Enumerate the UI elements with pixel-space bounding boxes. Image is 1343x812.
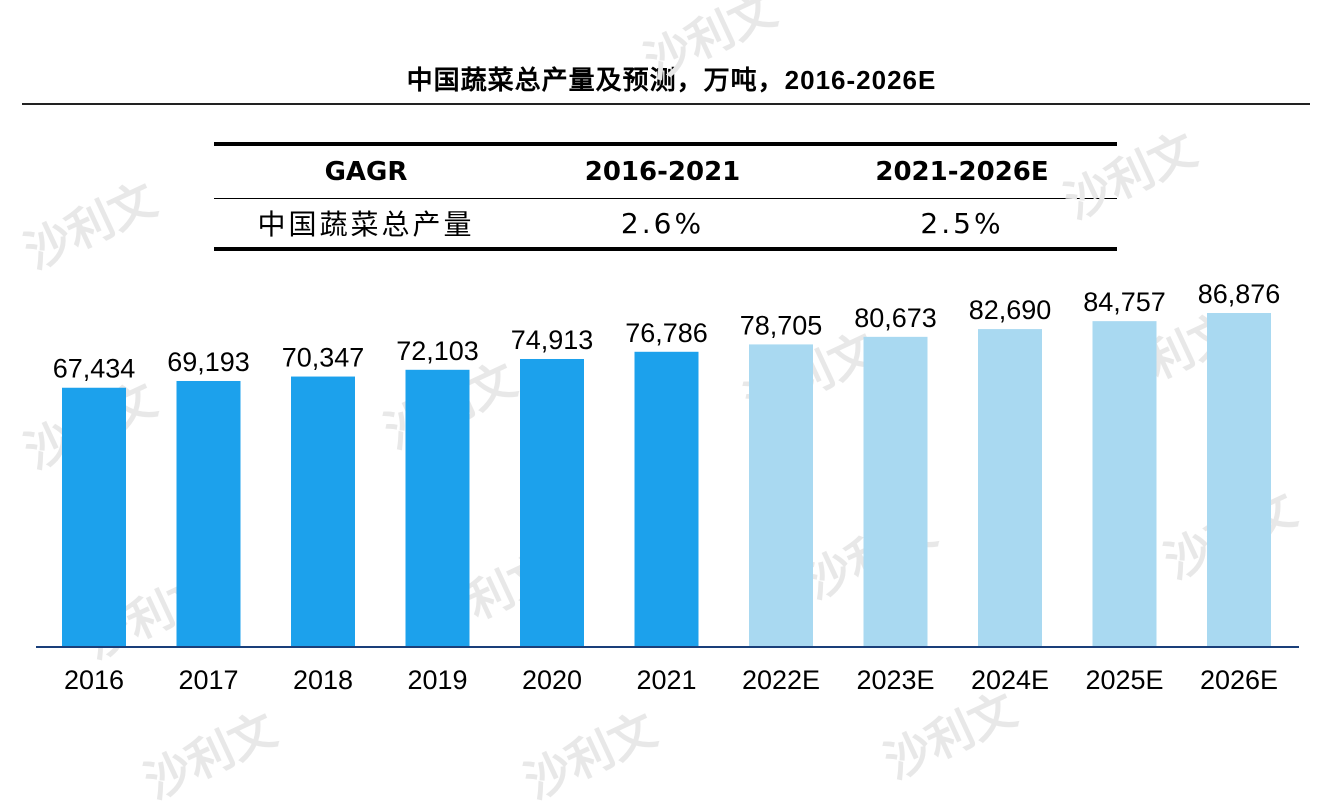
cagr-header-label: GAGR [324,157,408,187]
x-tick-label: 2020 [522,665,582,695]
bar-value-label: 74,913 [511,325,594,355]
x-tick-label: 2025E [1085,665,1163,695]
bar-value-label: 80,673 [854,303,937,333]
cagr-value-period-2: 2.5% [920,206,1004,240]
cagr-data-row: 中国蔬菜总产量 2.6% 2.5% [214,198,1117,249]
x-tick-label: 2021 [636,665,696,695]
x-tick-label: 2019 [407,665,467,695]
bar [405,369,470,647]
bar-value-label: 70,347 [282,343,365,373]
x-tick-label: 2023E [856,665,934,695]
bar [978,329,1042,647]
bar-value-label: 67,434 [53,354,136,384]
bar [749,344,813,647]
bar [863,336,928,647]
bar [520,358,584,647]
x-tick-label: 2026E [1200,665,1278,695]
bar [176,380,241,647]
bar [1092,321,1157,647]
x-tick-label: 2024E [971,665,1049,695]
cagr-row-label: 中国蔬菜总产量 [257,208,475,241]
bar-value-label: 72,103 [396,336,479,366]
cagr-header-row: GAGR 2016-2021 2021-2026E [214,144,1117,199]
x-tick-label: 2016 [64,665,124,695]
bar-value-label: 86,876 [1198,279,1281,309]
x-tick-label: 2017 [178,665,238,695]
cagr-header-period-1: 2016-2021 [584,157,741,187]
x-tick-label: 2018 [293,665,353,695]
bar-value-label: 78,705 [740,310,823,340]
bar [634,351,699,647]
x-tick-label: 2022E [742,665,820,695]
bar [1207,313,1271,647]
bar [62,387,126,647]
title-divider [22,103,1310,105]
cagr-header-period-2: 2021-2026E [875,157,1049,187]
bar-chart: 67,434 2016 69,193 2017 70,347 2018 72,103 2019… [36,279,1299,695]
bar-value-label: 76,786 [625,318,708,348]
cagr-value-period-1: 2.6% [620,206,705,240]
bar-value-label: 84,757 [1083,287,1166,317]
bar-value-label: 69,193 [167,347,250,377]
bar [291,376,355,647]
bar-value-label: 82,690 [969,295,1052,325]
chart-title: 中国蔬菜总产量及预测，万吨，2016-2026E [406,65,937,95]
cagr-table: GAGR 2016-2021 2021-2026E 中国蔬菜总产量 2.6% 2… [214,142,1117,251]
